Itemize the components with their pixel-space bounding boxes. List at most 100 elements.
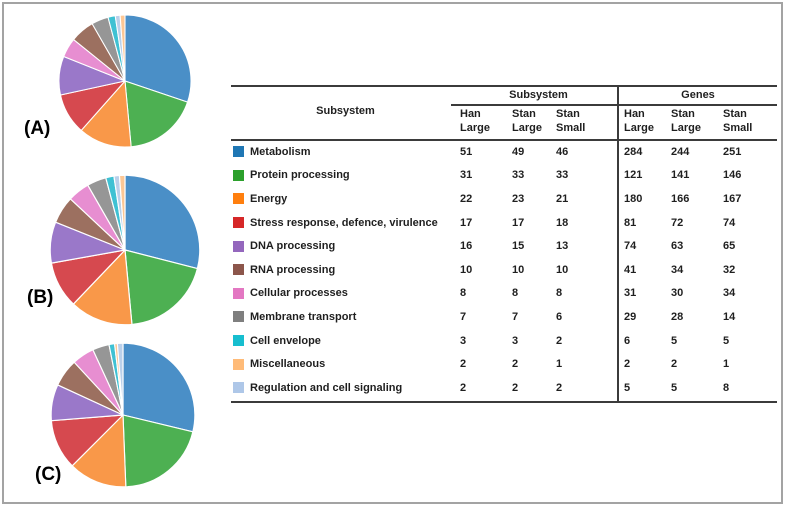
table-group-divider — [617, 85, 619, 403]
row-label: Cellular processes — [250, 287, 348, 300]
subsystem-value: 13 — [556, 240, 569, 253]
genes-value: 166 — [671, 192, 690, 205]
pie-slice — [124, 249, 199, 326]
subheader-spacer — [231, 107, 460, 135]
subsystem-value: 49 — [512, 145, 525, 158]
group-header-genes: Genes — [681, 89, 715, 101]
subsystem-value: 6 — [556, 310, 563, 323]
subsystem-value: 8 — [512, 287, 519, 300]
pie-slice — [124, 174, 201, 270]
pie-chart-b — [48, 173, 202, 327]
row-label-cell: Cellular processes — [231, 287, 460, 299]
pie-slice — [119, 14, 126, 82]
genes-value: 72 — [671, 216, 684, 229]
row-label: Protein processing — [250, 169, 350, 182]
subsystem-value: 2 — [460, 381, 467, 394]
subsystem-value: 1 — [556, 358, 563, 371]
subsystem-value: 10 — [460, 263, 473, 276]
row-label: Membrane transport — [250, 310, 357, 323]
pie-svg — [58, 14, 192, 148]
subsystem-value: 33 — [556, 169, 569, 182]
row-label-cell: RNA processing — [231, 264, 460, 276]
subsystem-value: 18 — [556, 216, 569, 229]
genes-value: 2 — [624, 358, 631, 371]
row-label-cell: Cell envelope — [231, 335, 460, 347]
genes-value: 180 — [624, 192, 643, 205]
table-top-border — [231, 85, 777, 87]
group-header-subsystem: Subsystem — [509, 89, 568, 101]
row-label-cell: Regulation and cell signaling — [231, 382, 460, 394]
row-label-cell: Metabolism — [231, 146, 460, 158]
row-label: Miscellaneous — [250, 358, 326, 371]
pie-svg — [49, 174, 201, 326]
row-label: DNA processing — [250, 240, 336, 253]
legend-color-swatch — [233, 311, 244, 323]
row-label: Metabolism — [250, 145, 311, 158]
subsystem-value: 51 — [460, 145, 473, 158]
genes-value: 5 — [723, 334, 730, 347]
subheader-stan-large-subsystem: Stan Large — [512, 108, 542, 134]
pie-slice — [116, 342, 124, 416]
pie-slice — [124, 14, 192, 103]
subheader-han-large-genes: Han Large — [624, 108, 654, 134]
pie-slice — [72, 249, 133, 326]
subsystem-value: 8 — [556, 287, 563, 300]
subsystem-value: 3 — [460, 334, 467, 347]
subsystem-value: 31 — [460, 169, 473, 182]
genes-value: 29 — [624, 310, 637, 323]
genes-value: 5 — [671, 381, 678, 394]
genes-value: 34 — [671, 263, 684, 276]
subheader-stan-small-subsystem: Stan Small — [556, 108, 586, 134]
genes-value: 244 — [671, 145, 690, 158]
legend-color-swatch — [233, 287, 244, 299]
genes-value: 74 — [723, 216, 736, 229]
row-label: Stress response, defence, virulence — [250, 216, 438, 229]
table-row: Regulation and cell signaling 2 2 2 5 5 8 — [231, 376, 777, 400]
legend-color-swatch — [233, 382, 244, 394]
row-label: Energy — [250, 192, 288, 205]
subsystem-value: 33 — [512, 169, 525, 182]
panel-label-a: (A) — [24, 118, 51, 139]
pie-svg — [50, 342, 196, 488]
subheader-stan-large-genes: Stan Large — [671, 108, 701, 134]
pie-slice — [71, 414, 127, 488]
legend-color-swatch — [233, 217, 244, 229]
genes-value: 32 — [723, 263, 736, 276]
legend-color-swatch — [233, 193, 244, 205]
genes-value: 167 — [723, 192, 742, 205]
subsystem-value: 2 — [512, 381, 519, 394]
table-row: Miscellaneous 2 2 1 2 2 1 — [231, 352, 777, 376]
table-row: Protein processing 31 33 33 121 141 146 — [231, 164, 777, 188]
genes-value: 30 — [671, 287, 684, 300]
row-label-cell: Membrane transport — [231, 311, 460, 323]
table-row: Membrane transport 7 7 6 29 28 14 — [231, 305, 777, 329]
table-row: Cell envelope 3 3 2 6 5 5 — [231, 329, 777, 353]
table-row: Stress response, defence, virulence 17 17 1… — [231, 211, 777, 235]
subsystem-value: 8 — [460, 287, 467, 300]
row-label: Regulation and cell signaling — [250, 381, 403, 394]
pie-slice — [122, 414, 194, 488]
subsystem-value: 2 — [556, 381, 563, 394]
genes-value: 34 — [723, 287, 736, 300]
genes-value: 2 — [671, 358, 678, 371]
subsystem-value: 16 — [460, 240, 473, 253]
pie-slice — [124, 80, 189, 148]
subsystem-value: 15 — [512, 240, 525, 253]
pie-chart-a — [57, 13, 193, 149]
legend-color-swatch — [233, 169, 244, 181]
subsystem-value: 17 — [460, 216, 473, 229]
table-groupheader-underline — [451, 104, 777, 106]
column-header-subsystem: Subsystem — [316, 105, 375, 117]
subsystem-value: 7 — [512, 310, 519, 323]
genes-value: 284 — [624, 145, 643, 158]
table-row: Energy 22 23 21 180 166 167 — [231, 187, 777, 211]
genes-value: 6 — [624, 334, 631, 347]
genes-value: 81 — [624, 216, 637, 229]
table-bottom-border — [231, 401, 777, 403]
pie-chart-c — [49, 341, 197, 489]
table-row: DNA processing 16 15 13 74 63 65 — [231, 234, 777, 258]
subsystem-value: 22 — [460, 192, 473, 205]
subsystem-table: Subsystem Genes Subsystem Han Large Stan… — [231, 85, 777, 403]
row-label: RNA processing — [250, 263, 336, 276]
subsystem-value: 21 — [556, 192, 569, 205]
